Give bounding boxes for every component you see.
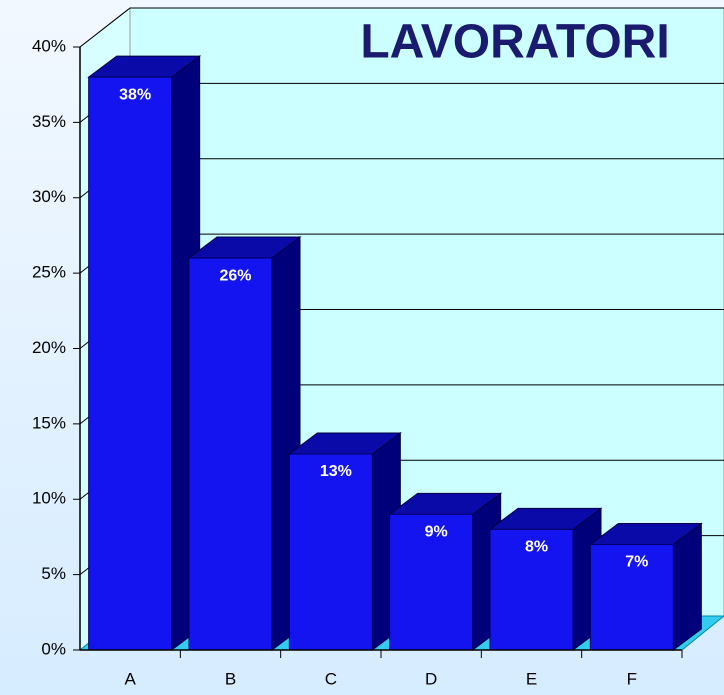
y-tick-label: 15%: [32, 413, 66, 432]
bar-side: [672, 522, 702, 651]
y-tick-label: 25%: [32, 263, 66, 282]
value-label: 13%: [320, 463, 352, 480]
value-label: 26%: [219, 267, 251, 284]
x-tick-label: B: [225, 669, 236, 688]
y-tick-label: 10%: [32, 489, 66, 508]
bar: [389, 513, 474, 651]
value-label: 7%: [625, 554, 648, 571]
bar: [489, 528, 574, 651]
y-tick-label: 40%: [32, 36, 66, 55]
y-tick-label: 35%: [32, 112, 66, 131]
x-tick-label: A: [124, 669, 136, 688]
bar: [589, 543, 674, 651]
bar: [288, 453, 373, 651]
x-tick-label: E: [526, 669, 537, 688]
x-tick-label: D: [425, 669, 437, 688]
grid-line: [79, 7, 131, 48]
y-tick-label: 20%: [32, 338, 66, 357]
value-label: 8%: [525, 539, 548, 556]
y-tick-label: 5%: [41, 564, 66, 583]
bar: [188, 257, 273, 651]
bar: [88, 76, 173, 651]
x-tick-label: C: [325, 669, 337, 688]
y-tick-label: 0%: [41, 639, 66, 658]
y-tick-label: 30%: [32, 187, 66, 206]
chart-title: LAVORATORI: [360, 16, 669, 69]
bars: 38% 26% 13% 9% 8% 7%: [87, 55, 703, 651]
value-label: 9%: [425, 524, 448, 541]
value-label: 38%: [119, 86, 151, 103]
x-tick-label: F: [627, 669, 637, 688]
